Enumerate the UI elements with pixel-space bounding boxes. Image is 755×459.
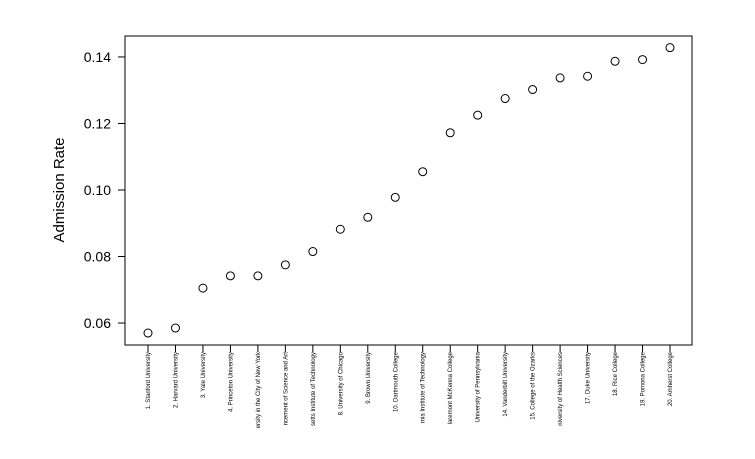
point [335, 224, 345, 234]
point [170, 323, 180, 333]
x-tick-label: 14. Vanderbilt University [503, 352, 509, 417]
x-tick-label: 15. College of the Ozarks [531, 352, 537, 420]
point [445, 128, 455, 138]
point [363, 212, 373, 222]
point [253, 271, 263, 281]
x-tick-label: 20. Amherst College [668, 351, 674, 406]
y-tick-label: 0.06 [84, 315, 111, 331]
y-tick-label: 0.12 [84, 115, 111, 131]
x-tick-label: 3. Yale University [201, 352, 207, 398]
x-tick-label: niversity of Health Sciences [558, 352, 564, 426]
plot-frame [124, 35, 693, 346]
x-tick-label: University of Pennsylvania [476, 351, 482, 422]
point [280, 260, 290, 270]
x-tick-label: ncement of Science and Art [283, 352, 289, 426]
x-tick-label: 19. Pomona College [641, 351, 647, 406]
x-tick-label: 18. Rice College [613, 351, 619, 396]
x-tick-label: ersity in the City of New York [256, 351, 262, 428]
y-tick-label: 0.10 [84, 182, 111, 198]
x-tick-label: rnia Institute of Technology [421, 352, 427, 423]
x-tick-label: 9. Brown University [366, 352, 372, 404]
y-tick-label: 0.14 [84, 49, 111, 65]
point [473, 110, 483, 120]
point [143, 328, 153, 338]
x-tick-label: 17. Duke University [586, 352, 592, 404]
x-tick-label: 10. Dartmouth College [393, 351, 399, 412]
point [390, 192, 400, 202]
point [418, 167, 428, 177]
x-tick-label: 8. University of Chicago [338, 351, 344, 415]
point [665, 43, 675, 53]
point [500, 94, 510, 104]
point [198, 283, 208, 293]
point [638, 55, 648, 65]
point [528, 85, 538, 95]
x-tick-label: 2. Harvard University [173, 352, 179, 408]
x-tick-label: 1. Stanford University [146, 352, 152, 409]
x-tick-label: 4. Princeton University [228, 352, 234, 412]
y-axis-label: Admission Rate [51, 137, 68, 242]
point [583, 71, 593, 81]
point [308, 247, 318, 257]
y-tick-label: 0.08 [84, 249, 111, 265]
x-tick-label: laremont McKenna College [448, 351, 454, 424]
point [555, 73, 565, 83]
point [225, 271, 235, 281]
x-tick-label: setts Institute of Technology [311, 352, 317, 426]
point [610, 56, 620, 66]
